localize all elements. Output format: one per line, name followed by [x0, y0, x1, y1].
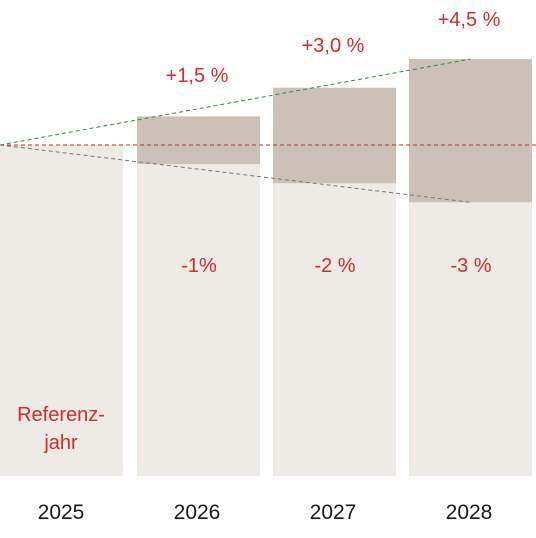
trend-line-0	[0, 58, 471, 146]
labels-layer: Referenz- jahr +1,5 % +3,0 % +4,5 % -1% …	[17, 9, 501, 524]
lower-label-2027: -2 %	[314, 255, 355, 277]
trend-line-2	[0, 144, 471, 203]
upper-label-2028: +4,5 %	[438, 9, 501, 31]
lower-label-2026: -1%	[181, 255, 217, 277]
reference-label-line-2: jahr	[43, 432, 78, 454]
range-band-2027	[273, 87, 396, 184]
trend-lines-layer	[0, 58, 536, 203]
x-tick-2025: 2025	[38, 501, 85, 524]
upper-label-2027: +3,0 %	[302, 35, 365, 57]
base-bar-2027	[273, 145, 396, 476]
x-tick-2028: 2028	[446, 501, 493, 524]
x-tick-2026: 2026	[174, 501, 221, 524]
base-bar-2026	[137, 145, 260, 476]
range-band-2028	[409, 59, 532, 203]
reference-label-line-1: Referenz-	[17, 404, 105, 426]
lower-label-2028: -3 %	[450, 255, 491, 277]
range-band-2026	[137, 116, 260, 165]
base-bar-2025	[0, 145, 123, 476]
bars-layer	[0, 59, 532, 476]
upper-label-2026: +1,5 %	[166, 65, 229, 87]
x-tick-2027: 2027	[310, 501, 357, 524]
